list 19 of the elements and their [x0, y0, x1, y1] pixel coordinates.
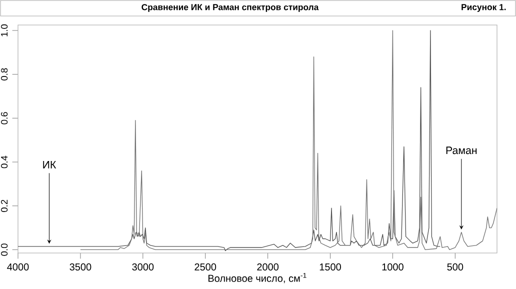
x-tick-label: 3500	[70, 263, 92, 270]
y-tick-label: 0.8	[1, 68, 8, 80]
y-tick-label: 0.2	[1, 200, 8, 212]
x-tick-label: 3000	[132, 263, 154, 270]
y-tick-label: 0.0	[1, 244, 8, 256]
x-axis-title: Волновое число, см$^{-1}$	[208, 272, 306, 284]
x-tick-label: 1500	[320, 263, 341, 270]
y-tick-label: 0.4	[1, 156, 8, 168]
x-tick-label: 4000	[7, 263, 29, 270]
x-tick-label: 2500	[194, 263, 216, 270]
annotation: ИК	[43, 161, 56, 168]
text: Рисунок 1.	[462, 4, 506, 12]
x-tick-label: 1000	[382, 263, 404, 270]
x-tick-label: 500	[447, 263, 464, 270]
annotation: Раман	[446, 146, 477, 154]
y-tick-label: 1.0	[1, 24, 8, 36]
x-tick-label: 2000	[257, 263, 279, 270]
y-tick-label: 0.6	[1, 112, 8, 124]
chart-title: Сравнение ИК и Раман спектров стирола	[142, 4, 319, 12]
